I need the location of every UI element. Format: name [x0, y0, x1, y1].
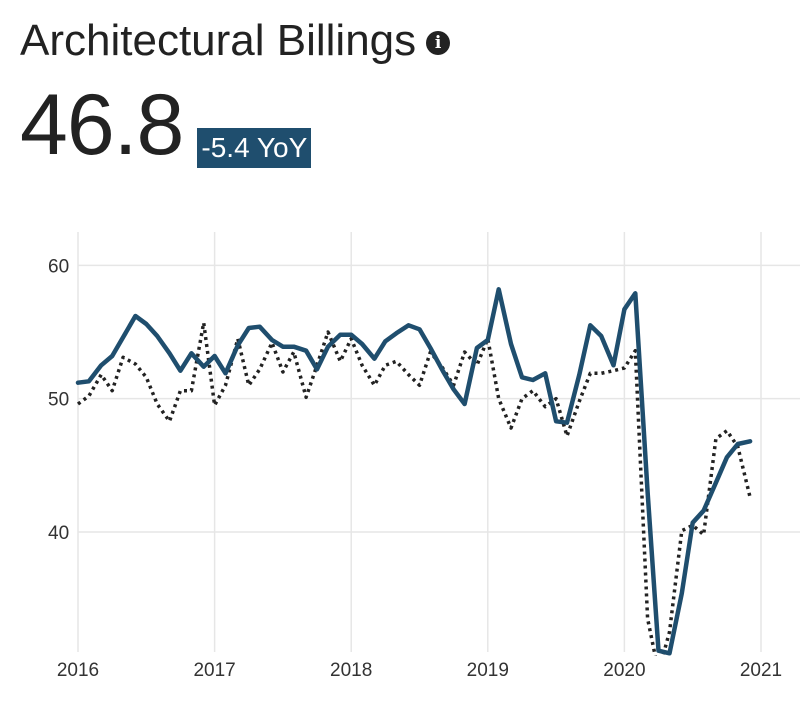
x-tick-label-2018: 2018 — [330, 660, 372, 681]
x-tick-label-2020: 2020 — [603, 660, 645, 681]
chart-series — [75, 287, 753, 656]
yoy-change-badge: -5.4 YoY — [197, 128, 312, 168]
x-tick-label-2019: 2019 — [467, 660, 509, 681]
y-tick-label-40: 40 — [48, 523, 69, 544]
chart-tick-labels: 2016 2017 2018 2019 2020 2021 40 50 60 — [48, 256, 782, 681]
chart-grid — [77, 232, 800, 652]
value-row: 46.8 -5.4 YoY — [20, 77, 312, 173]
series-line-solid — [75, 287, 753, 656]
page-title: Architectural Billings — [20, 16, 417, 65]
info-icon[interactable]: i — [426, 31, 451, 55]
billings-line-chart: 2016 2017 2018 2019 2020 2021 40 50 60 — [48, 232, 800, 681]
x-tick-label-2017: 2017 — [193, 660, 235, 681]
y-tick-label-60: 60 — [48, 256, 69, 277]
y-tick-label-50: 50 — [48, 390, 69, 411]
series-line-dotted — [76, 320, 752, 656]
x-tick-label-2016: 2016 — [57, 660, 99, 681]
current-value: 46.8 — [20, 77, 184, 173]
title-row: Architectural Billings i — [20, 14, 451, 68]
x-tick-label-2021: 2021 — [740, 660, 782, 681]
